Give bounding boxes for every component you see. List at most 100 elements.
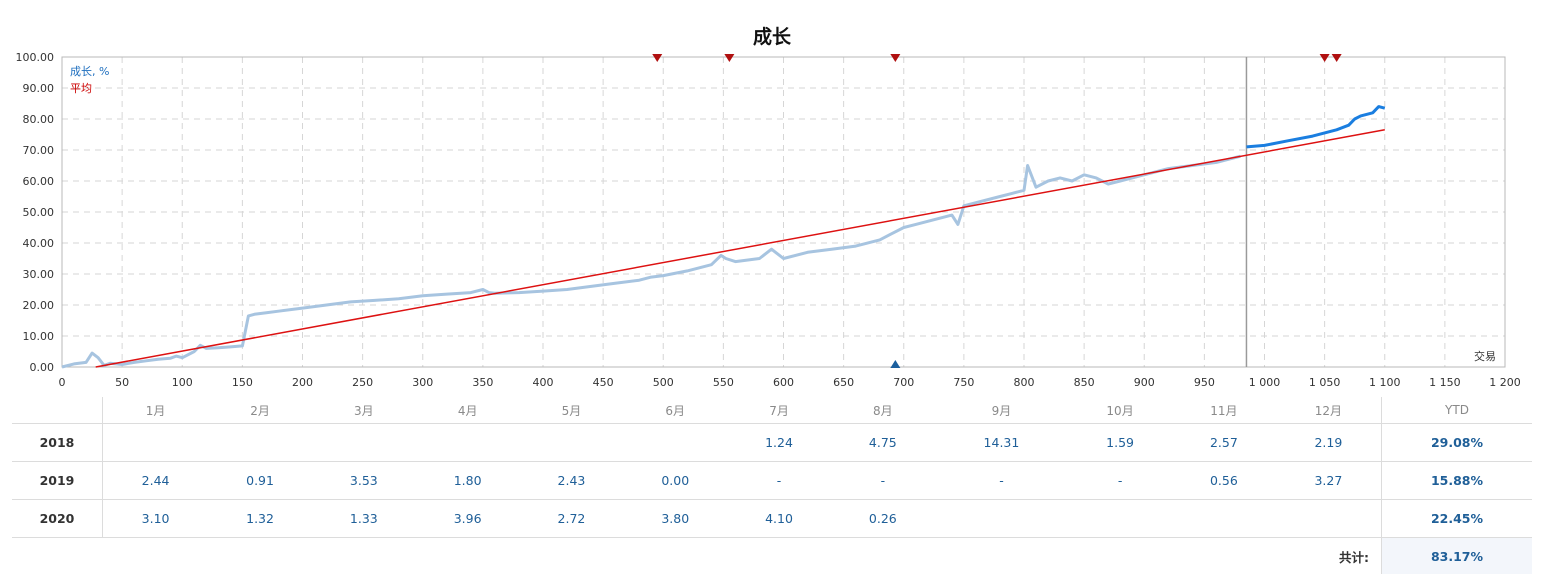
year-cell: 2020 [12,499,103,538]
month-value-cell: 0.56 [1171,461,1276,500]
buy-marker [890,360,901,368]
x-tick-label: 1 000 [1249,376,1281,389]
x-tick-label: 1 200 [1489,376,1521,389]
series-lines [61,57,1386,369]
y-tick-label: 90.00 [23,82,55,95]
plot-area-border [61,56,1506,368]
y-tick-label: 40.00 [23,237,55,250]
x-tick-label: 850 [1074,376,1095,389]
month-value-cell: 14.31 [934,423,1069,462]
month-value-cell: 0.26 [830,499,935,538]
x-tick-label: 200 [292,376,313,389]
axis-ticks: 0 50 100 150 200 250 300 350 400 450 500 550 600 650 7… [16,51,1521,389]
month-value-cell: 2.43 [519,461,624,500]
y-tick-label: 20.00 [23,299,55,312]
ytd-value-cell: 22.45% [1381,499,1532,538]
month-value-cell: - [830,461,935,500]
x-tick-label: 50 [115,376,129,389]
month-value-cell: 3.96 [415,499,520,538]
month-value-cell: 3.27 [1275,461,1382,500]
y-tick-label: 60.00 [23,175,55,188]
y-tick-label: 100.00 [16,51,55,64]
series-line [95,129,1385,368]
month-value-cell: 4.75 [830,423,935,462]
x-tick-label: 950 [1194,376,1215,389]
month-value-cell [519,423,624,462]
month-header: 1月 [102,397,209,424]
table-row: 2020 3.10 1.32 1.33 3.96 2.72 3.80 4.10 … [12,499,1532,538]
x-tick-label: 450 [593,376,614,389]
monthly-returns-table: 1月 2月 3月 4月 5月 6月 7月 8月 9月 10月 11月 12月 Y… [12,397,1532,574]
y-tick-label: 50.00 [23,206,55,219]
month-value-cell [1171,499,1276,538]
legend-average-label: 平均 [70,82,92,95]
ytd-value-cell: 15.88% [1381,461,1532,500]
x-tick-label: 1 050 [1309,376,1341,389]
y-tick-label: 10.00 [23,330,55,343]
x-tick-label: 800 [1014,376,1035,389]
x-tick-label: 100 [172,376,193,389]
month-value-cell: 2.72 [519,499,624,538]
total-value: 83.17% [1381,537,1532,574]
month-value-cell: 1.32 [208,499,312,538]
table-row: 2019 2.44 0.91 3.53 1.80 2.43 0.00 - - -… [12,461,1532,500]
month-value-cell: 4.10 [727,499,831,538]
month-header: 3月 [311,397,416,424]
sell-marker [1331,54,1342,62]
month-value-cell [415,423,520,462]
x-tick-label: 250 [352,376,373,389]
month-value-cell [102,423,209,462]
x-tick-label: 900 [1134,376,1155,389]
month-value-cell: - [934,461,1069,500]
month-header: 10月 [1068,397,1172,424]
y-tick-label: 30.00 [23,268,55,281]
month-value-cell: 3.80 [623,499,728,538]
trade-markers [652,54,1342,368]
x-tick-label: 750 [953,376,974,389]
x-tick-label: 150 [232,376,253,389]
table-header-row: 1月 2月 3月 4月 5月 6月 7月 8月 9月 10月 11月 12月 Y… [12,397,1532,424]
month-value-cell [934,499,1069,538]
growth-chart: 成长 0 50 100 150 200 250 300 350 400 450 500 550 600 6… [16,25,1521,389]
x-tick-label: 350 [472,376,493,389]
x-tick-label: 600 [773,376,794,389]
month-value-cell: 2.57 [1171,423,1276,462]
ytd-header: YTD [1381,397,1532,424]
ytd-value-cell: 29.08% [1381,423,1532,462]
x-tick-label: 650 [833,376,854,389]
month-header: 11月 [1171,397,1276,424]
total-label: 共计: [1339,549,1369,565]
month-header: 2月 [208,397,312,424]
year-cell: 2018 [12,423,103,462]
month-header: 5月 [519,397,624,424]
x-tick-label: 1 100 [1369,376,1401,389]
sell-marker [1319,54,1330,62]
month-value-cell: 0.00 [623,461,728,500]
month-value-cell: 1.24 [727,423,831,462]
month-header: 9月 [934,397,1069,424]
chart-title: 成长 [753,25,792,48]
series-line [1246,105,1386,149]
month-header: 8月 [830,397,935,424]
month-value-cell: 1.80 [415,461,520,500]
month-value-cell [623,423,728,462]
month-value-cell [1275,499,1382,538]
month-value-cell: 3.10 [102,499,209,538]
month-value-cell: - [1068,461,1172,500]
y-tick-label: 0.00 [30,361,55,374]
x-tick-label: 0 [59,376,66,389]
year-cell: 2019 [12,461,103,500]
total-row: 共计: 83.17% [12,537,1532,574]
month-value-cell: - [727,461,831,500]
series-line [61,154,1241,369]
y-tick-label: 80.00 [23,113,55,126]
x-tick-label: 400 [533,376,554,389]
month-value-cell [208,423,312,462]
month-header: 4月 [415,397,520,424]
x-tick-label: 1 150 [1429,376,1461,389]
month-header: 6月 [623,397,728,424]
legend-growth-label: 成长, % [70,65,109,78]
month-value-cell: 0.91 [208,461,312,500]
table-corner [12,397,103,424]
x-tick-label: 700 [893,376,914,389]
